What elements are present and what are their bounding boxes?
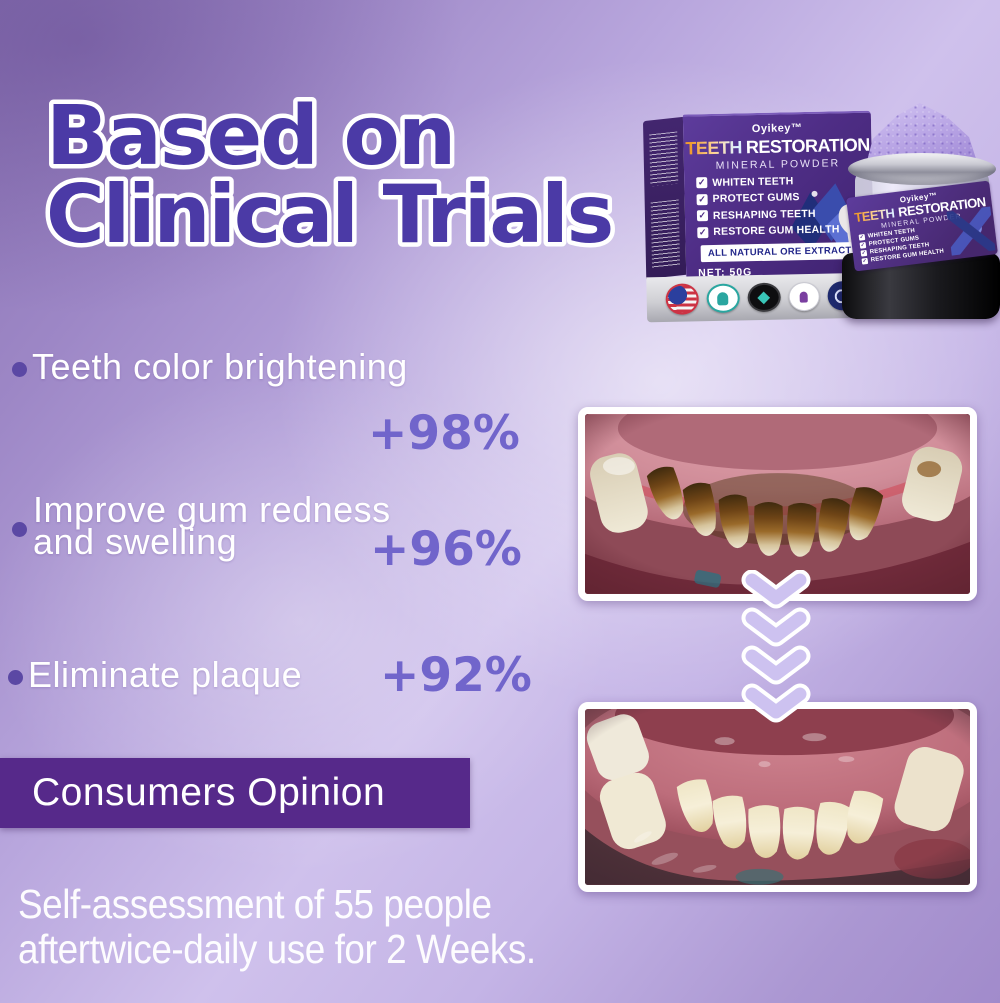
checkbox-icon: ✓ <box>858 234 866 241</box>
checkbox-icon: ✓ <box>861 257 869 265</box>
benefit-2-value: +96% <box>370 522 522 577</box>
feature-label: WHITEN TEETH <box>712 174 794 189</box>
product-jar: Oyikey™ TEETH RESTORATION MINERAL POWDER … <box>842 103 1000 325</box>
bullet-dot <box>8 670 23 685</box>
benefit-2-label-line2: and swelling <box>33 521 238 562</box>
page-title: Based on Clinical Trials <box>42 85 619 266</box>
feature-label: RESHAPING TEETH <box>712 207 816 222</box>
consumers-opinion-label: Consumers Opinion <box>32 771 386 814</box>
title-line2: Clinical Trials <box>46 168 612 261</box>
product-shot: Oyikey™ TEETH RESTORATION MINERAL POWDER … <box>630 103 1000 325</box>
consumers-opinion-banner: Consumers Opinion <box>0 758 470 828</box>
feature-label: PROTECT GUMS <box>712 191 800 205</box>
box-side-panel <box>642 116 687 280</box>
after-teeth-scene <box>585 709 970 885</box>
benefit-3-value: +92% <box>380 648 532 703</box>
footnote-line2: aftertwice-daily use for 2 Weeks. <box>18 926 536 972</box>
before-teeth-scene <box>585 414 970 594</box>
checkbox-icon: ✓ <box>859 242 867 249</box>
footnote: Self-assessment of 55 people aftertwice-… <box>18 882 536 972</box>
checkbox-icon: ✓ <box>696 193 708 205</box>
checkbox-icon: ✓ <box>696 177 708 189</box>
footnote-line1: Self-assessment of 55 people <box>18 881 492 927</box>
chevron-down-icons <box>741 570 811 723</box>
dental-approved-badge-icon <box>705 283 740 314</box>
checkbox-icon: ✓ <box>860 249 868 257</box>
box-fine-print-block <box>649 131 679 187</box>
title-line1: Based on <box>46 89 454 184</box>
product-name-teeth: TEETH <box>685 137 743 159</box>
bullet-dot <box>12 522 27 537</box>
benefit-2-label-line1: Improve gum redness <box>33 489 391 530</box>
box-fine-print-block <box>650 199 681 269</box>
bullet-dot <box>12 362 27 377</box>
after-photo <box>578 702 977 892</box>
checkbox-icon: ✓ <box>697 226 709 238</box>
before-photo <box>578 407 977 601</box>
benefit-1-value: +98% <box>368 406 520 461</box>
purity-badge-icon <box>787 281 820 312</box>
box-badge-strip <box>646 272 876 323</box>
benefit-1-label: Teeth color brightening <box>32 346 408 387</box>
ore-extract-banner: ALL NATURAL ORE EXTRACT <box>700 241 859 263</box>
medical-badge-icon <box>746 282 781 313</box>
benefit-3-label: Eliminate plaque <box>28 654 303 695</box>
jar-rim <box>848 153 996 185</box>
checkbox-icon: ✓ <box>696 210 709 222</box>
product-box: Oyikey™ TEETH RESTORATION MINERAL POWDER … <box>642 110 876 323</box>
us-flag-badge-icon <box>664 283 699 315</box>
